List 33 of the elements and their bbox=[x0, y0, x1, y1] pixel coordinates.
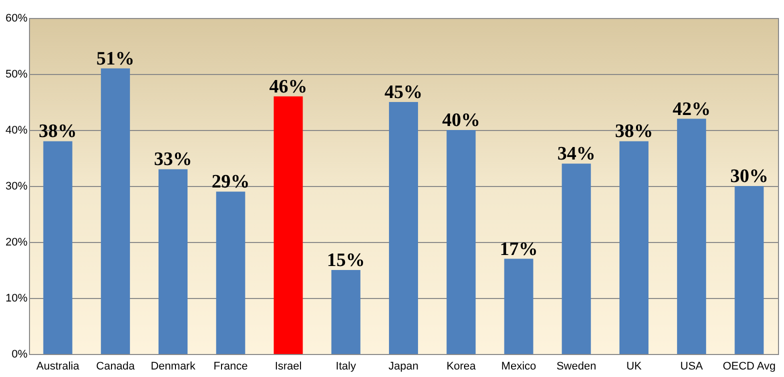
data-label: 38% bbox=[38, 121, 77, 142]
x-tick-label: Canada bbox=[96, 360, 136, 372]
x-tick-label: France bbox=[214, 360, 248, 372]
data-label: 45% bbox=[384, 82, 422, 103]
data-label: 17% bbox=[500, 238, 538, 260]
x-tick-label: OECD Avg bbox=[722, 360, 776, 372]
x-tick-label: USA bbox=[680, 360, 704, 372]
data-label: 34% bbox=[557, 144, 596, 165]
x-tick-label: Korea bbox=[446, 360, 477, 372]
y-tick-label: 30% bbox=[5, 180, 28, 192]
x-tick-label: UK bbox=[626, 360, 642, 372]
data-label: 33% bbox=[154, 149, 192, 170]
data-label: 29% bbox=[212, 172, 250, 193]
x-tick-label: Israel bbox=[274, 360, 302, 372]
y-tick-label: 20% bbox=[5, 236, 28, 248]
x-tick-label: Denmark bbox=[150, 360, 196, 372]
y-tick-label: 10% bbox=[5, 292, 28, 304]
data-label: 42% bbox=[672, 98, 711, 120]
y-tick-label: 50% bbox=[5, 68, 28, 80]
x-tick-label: Italy bbox=[336, 360, 356, 372]
data-label: 40% bbox=[442, 110, 480, 131]
x-tick-label: Japan bbox=[388, 360, 418, 372]
y-tick-label: 60% bbox=[5, 12, 28, 24]
x-tick-label: Mexico bbox=[501, 360, 536, 372]
y-tick-label: 40% bbox=[5, 124, 28, 136]
x-tick-label: Sweden bbox=[556, 360, 596, 372]
data-label: 30% bbox=[730, 166, 768, 187]
x-tick-label: Australia bbox=[36, 360, 80, 372]
y-tick-label: 0% bbox=[12, 348, 28, 360]
data-label: 15% bbox=[326, 250, 365, 271]
data-label: 38% bbox=[614, 121, 653, 142]
data-label: 51% bbox=[96, 48, 134, 70]
data-label: 46% bbox=[269, 76, 308, 98]
